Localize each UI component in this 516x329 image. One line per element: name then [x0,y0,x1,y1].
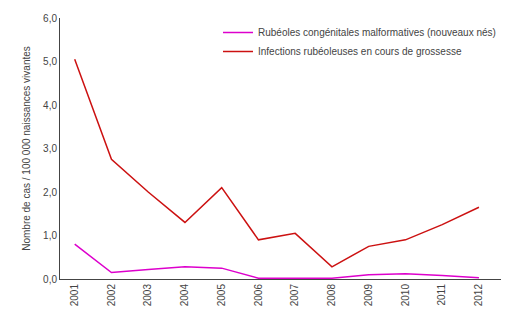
svg-text:2003: 2003 [142,284,153,307]
svg-text:2010: 2010 [400,284,411,307]
svg-text:1,0: 1,0 [43,230,57,241]
svg-text:4,0: 4,0 [43,100,57,111]
svg-text:6,0: 6,0 [43,13,57,24]
svg-text:2007: 2007 [289,284,300,307]
svg-text:Infections rubéoleuses en cour: Infections rubéoleuses en cours de gross… [258,46,462,57]
svg-text:0,0: 0,0 [43,274,57,285]
svg-text:2012: 2012 [473,284,484,307]
svg-text:2002: 2002 [106,284,117,307]
svg-text:2005: 2005 [216,284,227,307]
svg-text:Rubéoles congénitales malforma: Rubéoles congénitales malformatives (nou… [258,27,496,38]
svg-text:2009: 2009 [363,284,374,307]
svg-text:2,0: 2,0 [43,187,57,198]
svg-text:Nombre de cas / 100 000 naissa: Nombre de cas / 100 000 naissances vivan… [21,46,32,251]
svg-text:2011: 2011 [436,284,447,306]
svg-text:2006: 2006 [253,284,264,307]
svg-text:3,0: 3,0 [43,143,57,154]
svg-text:2008: 2008 [326,284,337,307]
svg-text:2001: 2001 [69,284,80,307]
svg-text:5,0: 5,0 [43,56,57,67]
svg-text:2004: 2004 [179,284,190,307]
